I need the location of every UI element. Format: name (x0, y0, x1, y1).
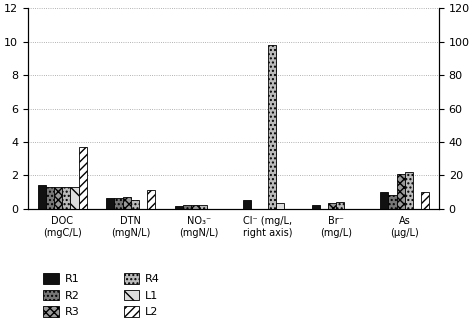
Legend: R1, R2, R3, R4, L1, L2: R1, R2, R3, R4, L1, L2 (44, 273, 160, 318)
Bar (62, 187, 71, 209)
Bar (79, 147, 87, 209)
Bar (46, 187, 54, 209)
Bar (405, 172, 413, 209)
Bar (276, 203, 284, 209)
Bar (397, 174, 405, 209)
Bar (147, 191, 155, 209)
Bar (37, 185, 46, 209)
Bar (421, 192, 429, 209)
Bar (268, 45, 276, 209)
Bar (243, 200, 251, 209)
Bar (123, 197, 131, 209)
Bar (71, 187, 79, 209)
Bar (131, 200, 139, 209)
Bar (336, 202, 345, 209)
Bar (183, 205, 191, 209)
Bar (54, 187, 62, 209)
Bar (380, 192, 388, 209)
Bar (174, 206, 183, 209)
Bar (388, 195, 397, 209)
Bar (328, 203, 336, 209)
Bar (114, 198, 123, 209)
Bar (106, 198, 114, 209)
Bar (191, 205, 199, 209)
Bar (199, 205, 208, 209)
Bar (311, 205, 320, 209)
